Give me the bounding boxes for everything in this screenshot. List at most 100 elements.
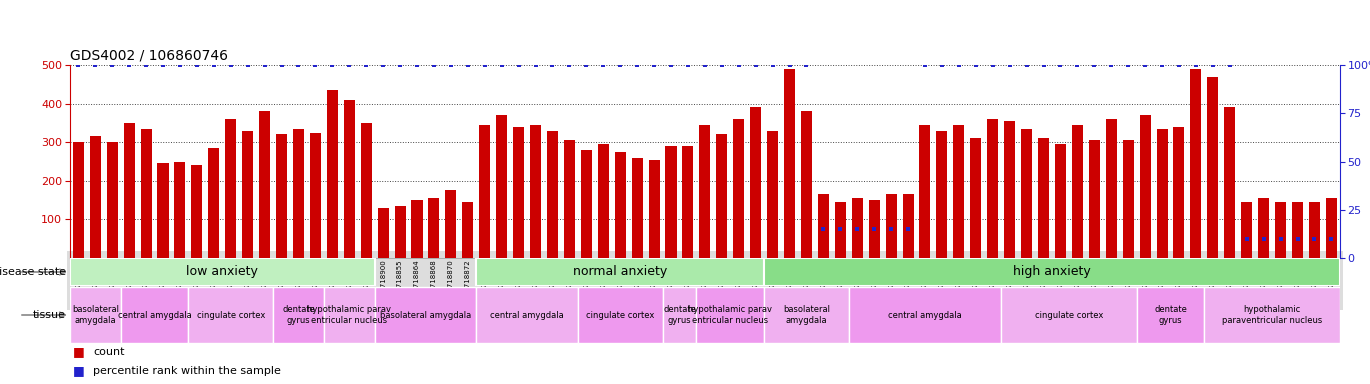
Text: central amygdala: central amygdala xyxy=(118,311,192,319)
Bar xyxy=(1241,202,1252,258)
Point xyxy=(67,62,89,68)
Bar xyxy=(445,190,456,258)
Point xyxy=(1015,62,1037,68)
Text: count: count xyxy=(93,347,125,357)
Text: dentate
gyrus: dentate gyrus xyxy=(663,305,696,325)
Text: normal anxiety: normal anxiety xyxy=(573,265,667,278)
Text: basolateral amygdala: basolateral amygdala xyxy=(379,311,471,319)
Bar xyxy=(225,119,236,258)
Text: ■: ■ xyxy=(73,364,85,377)
Bar xyxy=(1191,69,1201,258)
Bar xyxy=(767,131,778,258)
Bar xyxy=(70,287,121,343)
Point xyxy=(575,62,597,68)
Point xyxy=(508,62,530,68)
Point xyxy=(101,62,123,68)
Bar xyxy=(919,125,930,258)
Point xyxy=(796,62,818,68)
Bar xyxy=(1207,76,1218,258)
Point xyxy=(982,62,1004,68)
Text: disease state: disease state xyxy=(0,267,66,277)
Bar xyxy=(937,131,948,258)
Bar xyxy=(597,144,608,258)
Bar xyxy=(733,119,744,258)
Bar xyxy=(242,131,253,258)
Point xyxy=(1321,236,1343,242)
Bar xyxy=(751,108,762,258)
Point xyxy=(660,62,682,68)
Bar xyxy=(834,202,845,258)
Bar xyxy=(682,146,693,258)
Bar xyxy=(477,287,578,343)
Point xyxy=(253,62,275,68)
Point xyxy=(1084,62,1106,68)
Text: dentate
gyrus: dentate gyrus xyxy=(1154,305,1186,325)
Bar xyxy=(395,206,406,258)
Point xyxy=(456,62,478,68)
Bar xyxy=(1122,140,1134,258)
Bar xyxy=(107,142,118,258)
Text: basolateral
amygdala: basolateral amygdala xyxy=(71,305,119,325)
Bar xyxy=(90,136,101,258)
Bar xyxy=(174,162,185,258)
Bar xyxy=(293,129,304,258)
Point xyxy=(1066,62,1088,68)
Text: percentile rank within the sample: percentile rank within the sample xyxy=(93,366,281,376)
Bar xyxy=(615,152,626,258)
Bar xyxy=(259,111,270,258)
Point xyxy=(203,62,225,68)
Bar xyxy=(477,258,764,286)
Bar xyxy=(818,194,829,258)
Point xyxy=(626,62,648,68)
Point xyxy=(1185,62,1207,68)
Bar xyxy=(344,100,355,258)
Bar xyxy=(1137,287,1204,343)
Bar xyxy=(1204,287,1340,343)
Text: cingulate cortex: cingulate cortex xyxy=(1034,311,1103,319)
Point xyxy=(440,62,462,68)
Bar xyxy=(496,115,507,258)
Bar xyxy=(1001,287,1137,343)
Bar xyxy=(1038,138,1049,258)
Point xyxy=(373,62,395,68)
Bar xyxy=(1225,108,1236,258)
Bar xyxy=(530,125,541,258)
Point xyxy=(880,226,901,232)
Bar xyxy=(1308,202,1319,258)
Bar xyxy=(323,287,374,343)
Point xyxy=(914,62,936,68)
Point xyxy=(423,62,445,68)
Point xyxy=(592,62,614,68)
Bar xyxy=(158,164,169,258)
Bar xyxy=(1326,198,1337,258)
Bar xyxy=(1055,144,1066,258)
Point xyxy=(999,62,1021,68)
Point xyxy=(643,62,664,68)
Bar xyxy=(192,166,203,258)
Bar xyxy=(411,200,422,258)
Bar xyxy=(869,200,880,258)
Point xyxy=(897,226,919,232)
Bar xyxy=(849,287,1001,343)
Point xyxy=(541,62,563,68)
Bar xyxy=(462,202,473,258)
Bar xyxy=(699,125,711,258)
Point xyxy=(1236,236,1258,242)
Point xyxy=(695,62,717,68)
Point xyxy=(778,62,800,68)
Bar xyxy=(1174,127,1185,258)
Point xyxy=(847,226,869,232)
Point xyxy=(1201,62,1223,68)
Bar xyxy=(374,287,477,343)
Bar xyxy=(970,138,981,258)
Point xyxy=(338,62,360,68)
Bar xyxy=(648,160,659,258)
Point xyxy=(1252,236,1274,242)
Bar xyxy=(852,198,863,258)
Bar xyxy=(189,287,273,343)
Point xyxy=(1049,62,1071,68)
Point xyxy=(1134,62,1156,68)
Text: hypothalamic
paraventricular nucleus: hypothalamic paraventricular nucleus xyxy=(1222,305,1322,325)
Point xyxy=(1151,62,1173,68)
Bar xyxy=(429,198,440,258)
